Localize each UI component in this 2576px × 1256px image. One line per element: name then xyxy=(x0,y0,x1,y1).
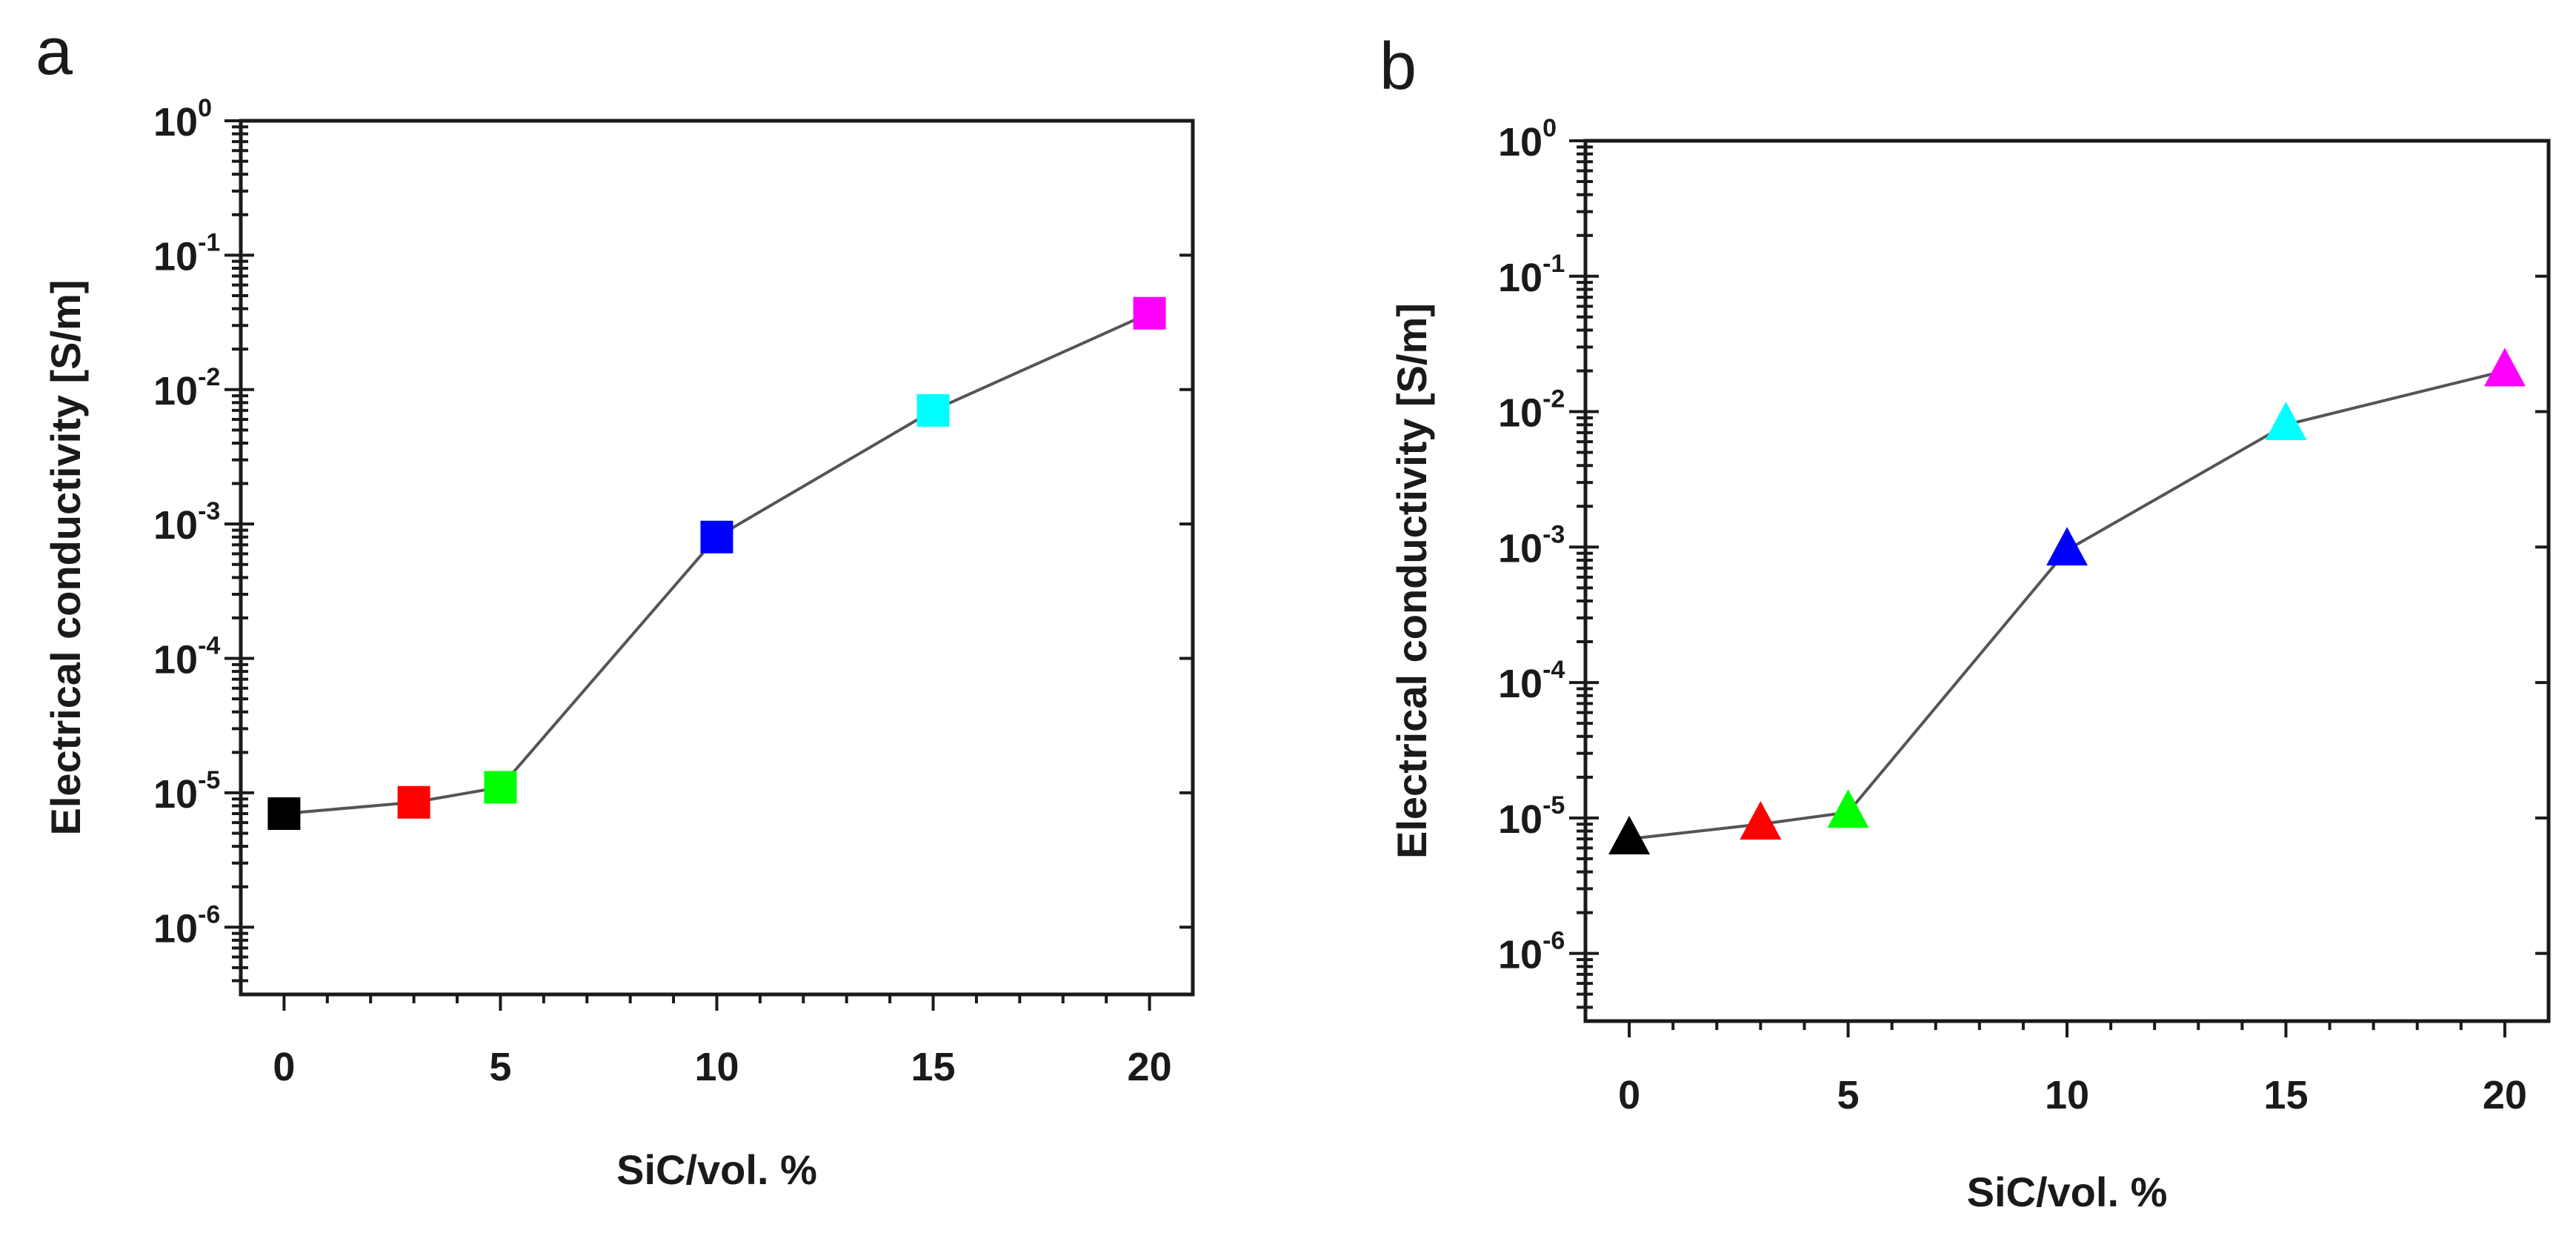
y-tick-exponent: -4 xyxy=(1542,656,1565,684)
y-tick-exponent: -1 xyxy=(198,228,220,256)
y-tick-base: 10 xyxy=(1498,256,1542,300)
y-tick-base: 10 xyxy=(1498,933,1542,977)
data-point-triangle xyxy=(2265,402,2307,441)
y-tick-base: 10 xyxy=(153,369,198,413)
y-tick-label: 10-6 xyxy=(153,900,220,951)
y-axis-title: Electrical conductivity [S/m] xyxy=(42,280,89,836)
data-point-square xyxy=(916,393,950,427)
panel-label: a xyxy=(36,15,73,89)
y-tick-label: 10-2 xyxy=(1498,385,1565,436)
plot-frame xyxy=(1583,139,2551,1023)
y-tick-base: 10 xyxy=(153,772,198,817)
data-point-triangle xyxy=(2046,527,2088,566)
y-tick-exponent: 0 xyxy=(1542,114,1557,142)
y-tick-exponent: 0 xyxy=(198,94,212,122)
x-tick-label: 0 xyxy=(273,1045,295,1089)
data-point-square xyxy=(267,797,301,831)
y-tick-label: 10-6 xyxy=(1498,927,1565,977)
x-tick-label: 0 xyxy=(1618,1073,1640,1117)
data-point-triangle xyxy=(1608,815,1651,854)
y-tick-exponent: -1 xyxy=(1542,250,1565,278)
y-tick-base: 10 xyxy=(1498,120,1542,165)
y-tick-exponent: -6 xyxy=(1542,927,1565,955)
x-tick-label: 10 xyxy=(2045,1073,2089,1117)
x-tick-label: 5 xyxy=(1837,1073,1860,1117)
y-tick-label: 10-5 xyxy=(1498,791,1565,842)
y-tick-label: 10-5 xyxy=(153,766,220,817)
series-line xyxy=(1628,369,2506,841)
x-tick-label: 20 xyxy=(1128,1045,1172,1089)
x-tick-label: 5 xyxy=(489,1045,511,1089)
y-tick-base: 10 xyxy=(153,234,198,279)
y-tick-exponent: -5 xyxy=(198,766,220,794)
y-tick-label: 10-3 xyxy=(153,497,220,548)
x-tick-label: 10 xyxy=(694,1045,739,1089)
y-tick-exponent: -2 xyxy=(198,363,220,391)
series-line xyxy=(284,311,1151,816)
y-tick-label: 10-1 xyxy=(1498,250,1565,300)
y-tick-label: 100 xyxy=(1498,114,1557,165)
plot-frame xyxy=(239,119,1195,997)
x-axis-title: SiC/vol. % xyxy=(616,1146,817,1193)
y-tick-exponent: -6 xyxy=(198,900,220,928)
y-tick-label: 10-2 xyxy=(153,363,220,413)
y-tick-label: 100 xyxy=(153,94,212,144)
data-point-square xyxy=(484,771,517,804)
y-tick-label: 10-1 xyxy=(153,228,220,279)
y-tick-label: 10-4 xyxy=(1498,656,1565,706)
y-tick-base: 10 xyxy=(1498,797,1542,842)
data-point-square xyxy=(1133,296,1166,330)
data-point-square xyxy=(700,520,733,554)
y-tick-base: 10 xyxy=(153,503,198,548)
data-point-square xyxy=(397,785,430,819)
y-tick-exponent: -3 xyxy=(1542,520,1565,548)
y-tick-base: 10 xyxy=(153,100,198,144)
y-tick-label: 10-4 xyxy=(153,632,220,682)
x-axis-title: SiC/vol. % xyxy=(1967,1169,2168,1215)
y-tick-base: 10 xyxy=(153,638,198,682)
x-tick-label: 15 xyxy=(2263,1073,2308,1117)
x-tick-label: 20 xyxy=(2483,1073,2527,1117)
y-tick-exponent: -4 xyxy=(198,632,220,660)
y-tick-exponent: -3 xyxy=(198,497,220,525)
y-axis-title: Electrical conductivity [S/m] xyxy=(1388,303,1435,859)
y-tick-base: 10 xyxy=(1498,391,1542,436)
y-tick-label: 10-3 xyxy=(1498,520,1565,571)
panel-label: b xyxy=(1379,30,1417,104)
data-point-triangle xyxy=(1740,801,1782,840)
y-tick-exponent: -2 xyxy=(1542,385,1565,413)
data-point-triangle xyxy=(2483,348,2526,387)
data-point-triangle xyxy=(1827,789,1869,828)
y-tick-base: 10 xyxy=(1498,526,1542,571)
y-tick-exponent: -5 xyxy=(1542,791,1565,820)
y-tick-base: 10 xyxy=(1498,662,1542,706)
y-tick-base: 10 xyxy=(153,906,198,951)
x-tick-label: 15 xyxy=(911,1045,956,1089)
